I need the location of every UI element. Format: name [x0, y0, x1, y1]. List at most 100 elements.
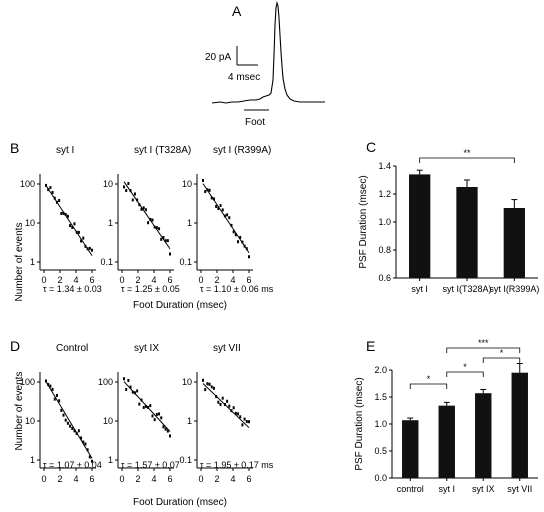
data-point [138, 402, 141, 406]
data-point [131, 390, 134, 394]
data-point [204, 190, 207, 194]
panel-label-a: A [232, 3, 242, 19]
data-point [58, 198, 61, 202]
x-tick-label: 0 [198, 275, 203, 285]
data-point [45, 183, 47, 187]
data-point [226, 213, 229, 217]
data-point [248, 420, 250, 424]
data-point [215, 204, 218, 208]
data-point [75, 230, 78, 234]
tau-label: τ = 1.34 ± 0.03 [43, 284, 102, 294]
data-point [221, 208, 224, 212]
y-axis-label: PSF Duration (msec) [358, 175, 369, 268]
significance-label: ** [463, 148, 471, 158]
y-tick-label: 1.5 [374, 392, 387, 402]
fit-line [45, 185, 93, 256]
data-point [73, 222, 76, 226]
data-point [239, 235, 242, 239]
significance-bracket [482, 357, 521, 363]
data-point [243, 417, 246, 421]
data-point [241, 240, 244, 244]
foot-label: Foot [245, 117, 265, 128]
hist-title: syt I [56, 145, 74, 156]
fit-line [202, 183, 250, 253]
data-point [212, 197, 215, 201]
data-point [160, 416, 163, 420]
data-point [47, 383, 50, 387]
data-point [86, 247, 89, 251]
significance-bracket [419, 157, 515, 163]
data-point [147, 405, 150, 409]
y-tick-label: 0.0 [374, 473, 387, 483]
data-point [62, 211, 65, 215]
data-point [212, 386, 215, 390]
data-point [58, 399, 61, 403]
data-point [71, 426, 74, 430]
y-tick-label: 0.5 [374, 446, 387, 456]
x-tick-label: 6 [89, 474, 94, 484]
fit-line [123, 381, 171, 432]
data-point [217, 206, 220, 210]
x-tick-label: 2 [135, 275, 140, 285]
data-point [140, 207, 143, 211]
y-tick-label: 0.1 [179, 257, 192, 267]
hist-xlabel-b: Foot Duration (msec) [133, 300, 227, 311]
data-point [69, 224, 72, 228]
tau-label: τ = 1.95 ± 0.17 ms [200, 460, 274, 470]
data-point [164, 427, 167, 431]
y-axis-label: PSF Duration (msec) [354, 377, 365, 470]
data-point [49, 384, 52, 388]
data-point [230, 409, 233, 413]
hist-ylabel-b: Number of events [14, 223, 25, 302]
category-label: syt I(R399A) [489, 284, 539, 294]
data-point [62, 413, 65, 417]
data-point [243, 244, 246, 248]
data-point [162, 425, 165, 429]
y-tick-label: 1 [30, 257, 35, 267]
data-point [147, 221, 150, 225]
y-tick-label: 100 [98, 377, 113, 387]
y-tick-label: 0.1 [100, 257, 113, 267]
data-point [204, 388, 207, 392]
data-point [127, 182, 130, 186]
data-point [158, 227, 161, 231]
data-point [86, 448, 89, 452]
data-point [208, 188, 211, 192]
x-tick-label: 0 [41, 474, 46, 484]
data-point [237, 412, 240, 416]
data-point [136, 389, 139, 393]
y-tick-label: 1 [108, 218, 113, 228]
data-point [125, 189, 128, 193]
data-point [169, 434, 171, 438]
data-point [64, 418, 67, 422]
data-point [206, 382, 209, 386]
data-point [64, 212, 67, 216]
data-point [123, 185, 125, 189]
data-point [248, 255, 250, 259]
histogram-b-2: syt I (T328A) 10 1 0.1 0 2 4 6τ = 1.25 ± 0.05 [100, 145, 191, 294]
data-point [166, 429, 169, 433]
data-point [125, 387, 128, 391]
y-tick-label: 10 [25, 218, 35, 228]
data-point [91, 248, 93, 252]
data-point [69, 424, 72, 428]
data-point [140, 398, 143, 402]
category-label: syt I [411, 284, 428, 294]
y-tick-label: 10 [182, 179, 192, 189]
y-tick-label: 100 [20, 179, 35, 189]
y-tick-label: 2.0 [374, 365, 387, 375]
y-tick-label: 1 [30, 455, 35, 465]
data-point [223, 402, 226, 406]
data-point [245, 420, 248, 424]
bar [475, 393, 492, 478]
data-point [223, 214, 226, 218]
x-tick-label: 6 [89, 275, 94, 285]
data-point [228, 404, 231, 408]
data-point [66, 214, 69, 218]
y-tick-label: 1.0 [378, 217, 391, 227]
data-point [239, 415, 242, 419]
data-point [217, 400, 220, 404]
y-tick-label: 100 [20, 377, 35, 387]
bar [402, 420, 419, 478]
